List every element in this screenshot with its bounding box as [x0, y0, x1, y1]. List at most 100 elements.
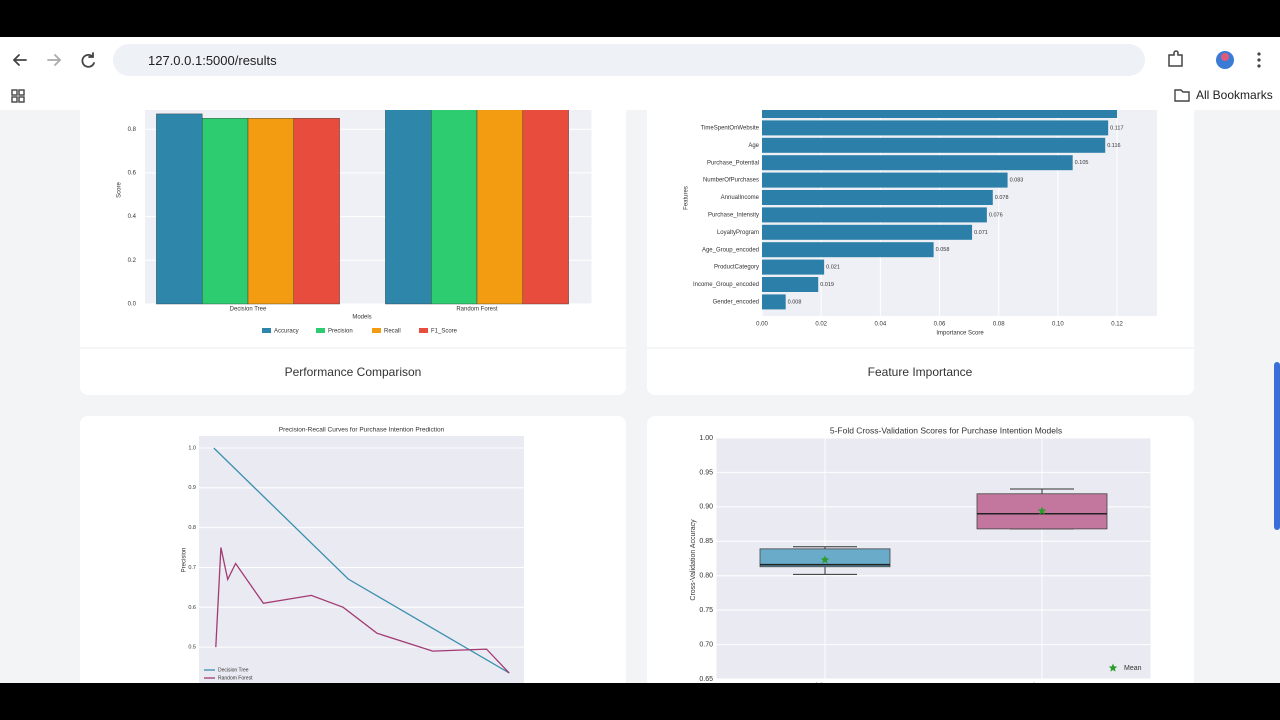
line	[215, 547, 510, 674]
all-bookmarks[interactable]: All Bookmarks	[1196, 88, 1273, 102]
apps-icon	[18, 96, 25, 103]
x-tick-label: 0.10	[1052, 322, 1064, 328]
chart-title: 5-Fold Cross-Validation Scores for Purch…	[830, 425, 1062, 435]
y-tick-label: 0.5	[188, 645, 196, 651]
legend-swatch	[262, 328, 271, 333]
y-axis-label: Features	[684, 186, 690, 210]
y-tick-label: 0.2	[128, 258, 137, 264]
card-caption: Performance Comparison	[285, 365, 422, 379]
forward-button[interactable]	[47, 54, 62, 66]
x-tick-label: Decision Tree	[230, 307, 267, 313]
bar	[762, 137, 1106, 153]
x-tick-label: 0.12	[1111, 322, 1123, 328]
plot-area	[199, 436, 524, 683]
y-tick-label: 0.8	[128, 127, 137, 133]
y-axis-label: Cross-Validation Accuracy	[690, 519, 697, 601]
menu-dot	[1257, 64, 1261, 68]
legend-label: Decision Tree	[218, 667, 249, 673]
browser-chrome: 127.0.0.1:5000/results All Bookmarks	[0, 37, 1280, 110]
legend-swatch	[372, 328, 381, 333]
bar	[293, 118, 340, 305]
bar	[762, 155, 1073, 171]
y-tick-label: NumberOfPurchases	[703, 178, 759, 184]
value-label: 0.116	[1107, 143, 1120, 149]
scrollbar-thumb[interactable]	[1274, 362, 1280, 530]
bar	[522, 110, 569, 305]
apps-icon	[11, 96, 18, 103]
bar	[247, 118, 294, 305]
legend-label: F1_Score	[431, 329, 458, 335]
y-tick-label: Purchase_Intensity	[708, 212, 759, 218]
x-tick-label: 0.08	[993, 322, 1005, 328]
bar	[762, 277, 819, 292]
value-label: 0.058	[936, 247, 950, 253]
y-tick-label: 0.7	[188, 565, 196, 571]
bar	[762, 242, 934, 258]
bar	[762, 110, 1118, 118]
value-label: 0.021	[826, 265, 840, 271]
menu-button[interactable]	[1257, 52, 1261, 68]
y-tick-label: 0.90	[699, 504, 713, 511]
value-label: 0.117	[1110, 125, 1123, 131]
y-tick-label: Age	[748, 143, 759, 149]
back-button[interactable]	[12, 54, 27, 66]
folder-icon[interactable]	[1174, 89, 1190, 102]
value-label: 0.105	[1075, 160, 1089, 166]
address-bar[interactable]	[113, 44, 1145, 76]
y-tick-label: 0.6	[128, 170, 137, 176]
url-text[interactable]: 127.0.0.1:5000/results	[148, 53, 277, 68]
value-label: 0.071	[974, 230, 988, 236]
bar	[156, 113, 203, 305]
y-tick-label: Purchase_Potential	[707, 160, 759, 166]
page-content: Performance Comparison Feature Importanc…	[0, 110, 1280, 683]
y-tick-label: TimeSpentOnWebsite	[701, 125, 760, 131]
apps-icon[interactable]	[11, 89, 18, 96]
legend-swatch	[419, 328, 428, 333]
bar	[762, 120, 1109, 136]
y-axis-label: Precision	[182, 548, 188, 573]
bar	[762, 294, 786, 310]
bar	[385, 110, 432, 305]
legend-swatch	[316, 328, 325, 333]
bar	[762, 259, 825, 275]
bar	[762, 207, 987, 223]
legend-label: Recall	[384, 329, 401, 335]
reload-button[interactable]	[81, 52, 95, 68]
y-tick-label: 0.95	[699, 469, 713, 476]
line	[213, 447, 510, 674]
y-tick-label: 0.8	[188, 525, 196, 531]
y-tick-label: Gender_encoded	[713, 299, 759, 305]
menu-dot	[1257, 58, 1261, 62]
bar	[762, 224, 973, 240]
y-tick-label: 0.85	[699, 538, 713, 545]
legend-swatch	[1108, 663, 1118, 672]
legend-label: Precision	[328, 329, 353, 335]
y-tick-label: LoyaltyProgram	[717, 230, 759, 236]
bar	[201, 118, 249, 305]
x-tick-label: Random Forest	[456, 307, 498, 313]
y-tick-label: 0.6	[188, 605, 196, 611]
y-tick-label: 0.65	[699, 676, 713, 683]
legend-label: Random Forest	[218, 675, 253, 681]
profile-avatar-face	[1221, 53, 1229, 61]
legend-label: Mean	[1124, 665, 1142, 672]
bar	[431, 110, 478, 305]
card-caption: Feature Importance	[868, 365, 973, 379]
bar	[762, 172, 1008, 188]
x-axis-label: Importance Score	[936, 331, 984, 337]
y-tick-label: Income_Group_encoded	[693, 282, 759, 288]
bar	[762, 190, 993, 205]
extensions-button[interactable]	[1168, 50, 1183, 67]
y-tick-label: Age_Group_encoded	[702, 247, 759, 253]
bar	[476, 110, 523, 305]
y-tick-label: AnnualIncome	[721, 195, 760, 201]
x-tick-label: 0.02	[815, 322, 827, 328]
y-tick-label: 0.80	[699, 573, 713, 580]
y-tick-label: ProductCategory	[714, 265, 759, 271]
x-tick-label: 0.04	[875, 322, 887, 328]
y-tick-label: 0.0	[128, 302, 137, 308]
menu-dot	[1257, 52, 1261, 56]
x-tick-label: 0.06	[934, 322, 946, 328]
value-label: 0.078	[995, 195, 1009, 201]
